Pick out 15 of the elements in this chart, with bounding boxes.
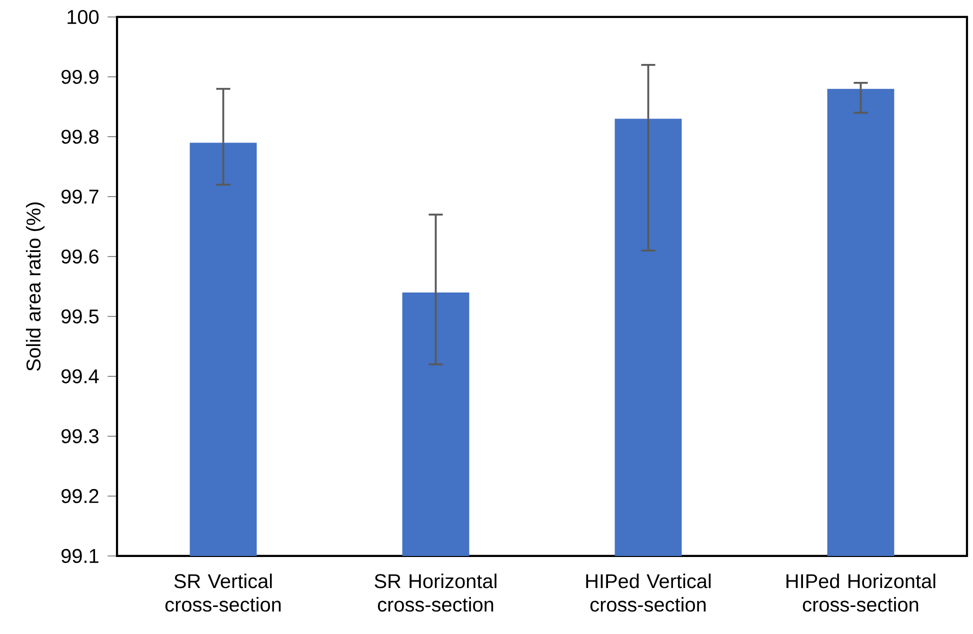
y-tick-label: 99.1 (62, 548, 98, 564)
y-tick-label: 99.3 (62, 429, 98, 444)
y-tick-label: 99.9 (62, 70, 98, 84)
x-tick-label: SR Vertical cross-section (165, 574, 281, 612)
y-tick-label: 99.7 (62, 190, 98, 204)
y-tick-label: 100 (68, 10, 99, 24)
y-tick-label: 99.8 (62, 130, 98, 144)
y-axis-title: Solid area ratio (%) (26, 202, 44, 371)
y-tick-label: 99.2 (62, 489, 98, 504)
x-tick-label: HIPed Vertical cross-section (586, 574, 711, 612)
y-tick-label: 99.6 (62, 250, 98, 264)
x-tick-label: HIPed Horizontal cross-section (786, 574, 936, 612)
x-tick-label: SR Horizontal cross-section (374, 574, 496, 612)
y-tick-label: 99.5 (62, 309, 99, 324)
y-tick-label: 99.4 (62, 369, 99, 384)
